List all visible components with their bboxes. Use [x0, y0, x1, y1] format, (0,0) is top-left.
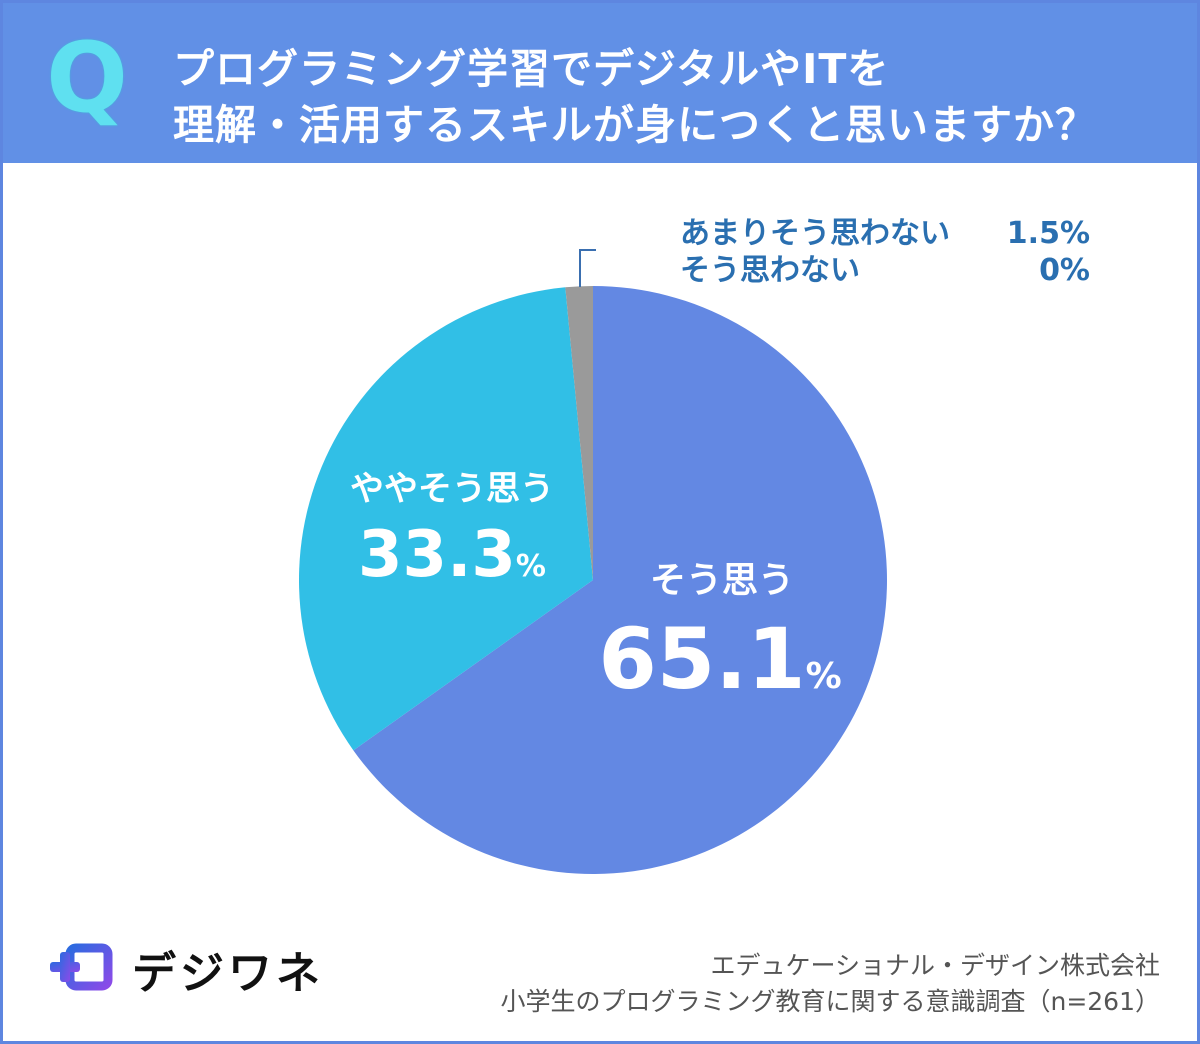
slice-agree — [353, 286, 887, 874]
logo-mark-icon — [50, 943, 113, 991]
question-line-1: プログラミング学習でデジタルやITを — [173, 45, 890, 93]
q-badge: Q — [46, 22, 128, 134]
source-survey: 小学生のプログラミング教育に関する意識調査（n=261） — [500, 987, 1160, 1016]
pie-slices — [299, 286, 887, 874]
slice-label-agree: そう思う — [650, 560, 794, 601]
slice-label-disagree: そう思わない — [680, 253, 860, 288]
slice-somewhat-disagree — [565, 286, 593, 580]
slice-value-somewhat-agree-number: 33.3 — [358, 518, 516, 592]
small-slice-leader-line — [579, 249, 596, 287]
slice-label-somewhat-agree: ややそう思う — [350, 469, 554, 509]
slice-value-disagree: 0% — [1039, 253, 1090, 288]
slice-value-somewhat-disagree: 1.5% — [1007, 216, 1090, 251]
slice-value-agree-percent: % — [806, 656, 842, 697]
slice-somewhat-agree — [299, 287, 593, 751]
question-line-2: 理解・活用するスキルが身につくと思いますか？ — [173, 101, 1097, 149]
logo-text: デジワネ — [132, 948, 324, 999]
slice-value-agree-number: 65.1 — [598, 610, 805, 708]
slice-label-somewhat-disagree: あまりそう思わない — [680, 216, 950, 251]
slice-value-agree: 65.1% — [598, 610, 841, 708]
brand-logo: デジワネ — [50, 943, 324, 999]
slice-value-somewhat-agree: 33.3% — [358, 518, 546, 592]
slice-value-somewhat-agree-percent: % — [516, 549, 546, 584]
question-header: Q プログラミング学習でデジタルやITを 理解・活用するスキルが身につくと思いま… — [3, 3, 1197, 163]
source-company: エデュケーショナル・デザイン株式会社 — [710, 951, 1160, 980]
